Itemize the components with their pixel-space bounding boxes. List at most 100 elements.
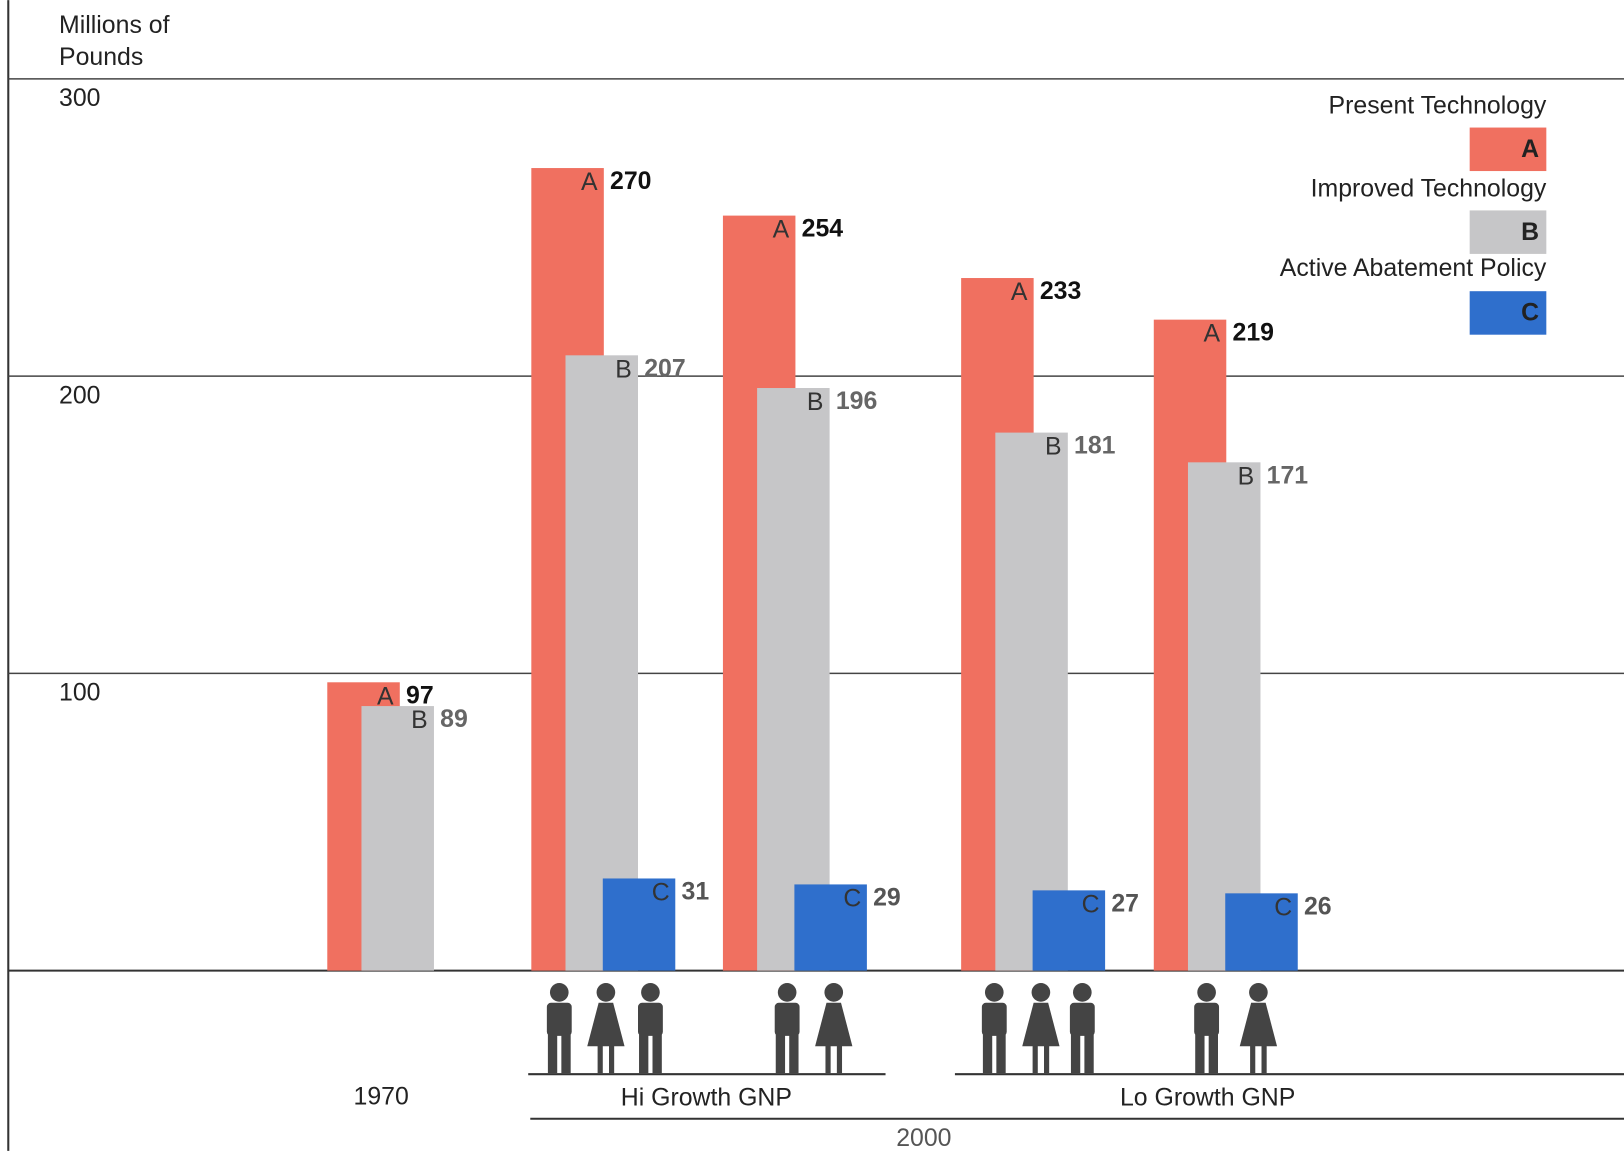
legend-swatch bbox=[1469, 127, 1547, 172]
bar-letter: C bbox=[843, 886, 861, 913]
bar bbox=[757, 388, 830, 971]
person-dress bbox=[587, 1002, 625, 1047]
bar-letter: B bbox=[807, 389, 824, 416]
person-leg bbox=[639, 1033, 649, 1074]
person-leg bbox=[597, 1044, 603, 1074]
bar-letter: C bbox=[1274, 894, 1292, 921]
person-body bbox=[1069, 1002, 1095, 1036]
bar-letter: A bbox=[1011, 279, 1028, 306]
person-body bbox=[638, 1002, 663, 1036]
bar-letter: A bbox=[581, 169, 598, 196]
legend-letter: C bbox=[1521, 300, 1539, 327]
y-tick-label: 300 bbox=[59, 85, 100, 112]
bar-letter: A bbox=[377, 683, 394, 710]
person-leg bbox=[1070, 1033, 1081, 1074]
person-head bbox=[824, 983, 844, 1002]
person-leg bbox=[561, 1033, 571, 1074]
person-head bbox=[641, 983, 660, 1002]
person-leg bbox=[609, 1044, 615, 1074]
person-dress bbox=[815, 1002, 853, 1047]
bar-letter: A bbox=[773, 217, 790, 244]
group-label: 2000 bbox=[896, 1125, 951, 1151]
person-head bbox=[1073, 983, 1092, 1002]
bar-letter: B bbox=[615, 356, 632, 383]
data-label: 181 bbox=[1074, 433, 1116, 460]
person-dress bbox=[1239, 1002, 1278, 1047]
data-label: 219 bbox=[1233, 320, 1274, 347]
bar-letter: B bbox=[1045, 434, 1062, 461]
data-label: 27 bbox=[1111, 890, 1139, 917]
person-icon bbox=[546, 983, 572, 1074]
data-label: 89 bbox=[440, 706, 468, 733]
person-head bbox=[549, 983, 569, 1002]
bar bbox=[1032, 890, 1106, 971]
bar bbox=[361, 706, 434, 971]
person-icon bbox=[1022, 983, 1060, 1074]
x-tick-label: 1970 bbox=[354, 1084, 409, 1111]
bar bbox=[565, 355, 638, 971]
bar-letter: B bbox=[411, 707, 428, 734]
person-leg bbox=[652, 1033, 662, 1074]
person-leg bbox=[1250, 1044, 1256, 1074]
y-tick-label: 100 bbox=[59, 680, 100, 707]
data-label: 31 bbox=[682, 879, 710, 906]
legend-swatch bbox=[1469, 210, 1547, 254]
bar bbox=[1187, 462, 1261, 971]
person-head bbox=[1197, 983, 1216, 1002]
data-label: 29 bbox=[873, 884, 901, 911]
legend-label: Active Abatement Policy bbox=[1280, 255, 1547, 282]
person-leg bbox=[1044, 1044, 1050, 1074]
legend-letter: B bbox=[1521, 219, 1539, 246]
person-leg bbox=[836, 1044, 843, 1074]
person-leg bbox=[1032, 1044, 1038, 1074]
person-leg bbox=[996, 1033, 1006, 1074]
person-icon bbox=[815, 983, 853, 1074]
legend-letter: A bbox=[1521, 136, 1539, 163]
bar-letter: C bbox=[1082, 891, 1100, 918]
person-leg bbox=[1208, 1033, 1218, 1074]
person-body bbox=[774, 1002, 800, 1036]
person-icon bbox=[1069, 983, 1095, 1074]
person-leg bbox=[775, 1033, 786, 1074]
legend-label: Present Technology bbox=[1329, 92, 1547, 119]
person-icon bbox=[587, 983, 625, 1074]
person-icon bbox=[1239, 983, 1278, 1074]
bar-letter: A bbox=[1203, 321, 1220, 348]
group-label: Hi Growth GNP bbox=[621, 1085, 792, 1112]
bar bbox=[995, 432, 1068, 971]
data-label: 207 bbox=[644, 355, 685, 382]
bar bbox=[1225, 893, 1298, 971]
data-label: 254 bbox=[802, 216, 844, 243]
bar-letter: C bbox=[652, 880, 670, 907]
person-icon bbox=[638, 983, 663, 1074]
group-label: Lo Growth GNP bbox=[1120, 1085, 1295, 1112]
person-icon bbox=[1194, 983, 1220, 1074]
person-leg bbox=[825, 1044, 831, 1074]
person-leg bbox=[1261, 1044, 1267, 1074]
person-head bbox=[984, 983, 1004, 1002]
person-leg bbox=[789, 1033, 799, 1074]
data-label: 171 bbox=[1267, 462, 1309, 489]
person-icon bbox=[774, 983, 800, 1074]
bar-letter: B bbox=[1238, 463, 1255, 490]
person-dress bbox=[1022, 1002, 1060, 1047]
bar bbox=[602, 878, 676, 971]
person-body bbox=[1194, 1002, 1220, 1036]
legend-label: Improved Technology bbox=[1311, 175, 1547, 202]
legend-swatch bbox=[1469, 291, 1547, 335]
person-head bbox=[777, 983, 797, 1002]
person-head bbox=[596, 983, 616, 1002]
data-label: 233 bbox=[1040, 278, 1081, 305]
data-label: 26 bbox=[1304, 893, 1332, 920]
person-body bbox=[981, 1002, 1007, 1036]
data-label: 270 bbox=[610, 168, 651, 195]
person-body bbox=[546, 1002, 572, 1036]
person-leg bbox=[1195, 1033, 1205, 1074]
person-leg bbox=[1084, 1033, 1094, 1074]
data-label: 97 bbox=[406, 682, 434, 709]
person-head bbox=[1249, 983, 1268, 1002]
person-icon bbox=[981, 983, 1007, 1074]
y-axis-title: Millions of Pounds bbox=[59, 12, 170, 71]
